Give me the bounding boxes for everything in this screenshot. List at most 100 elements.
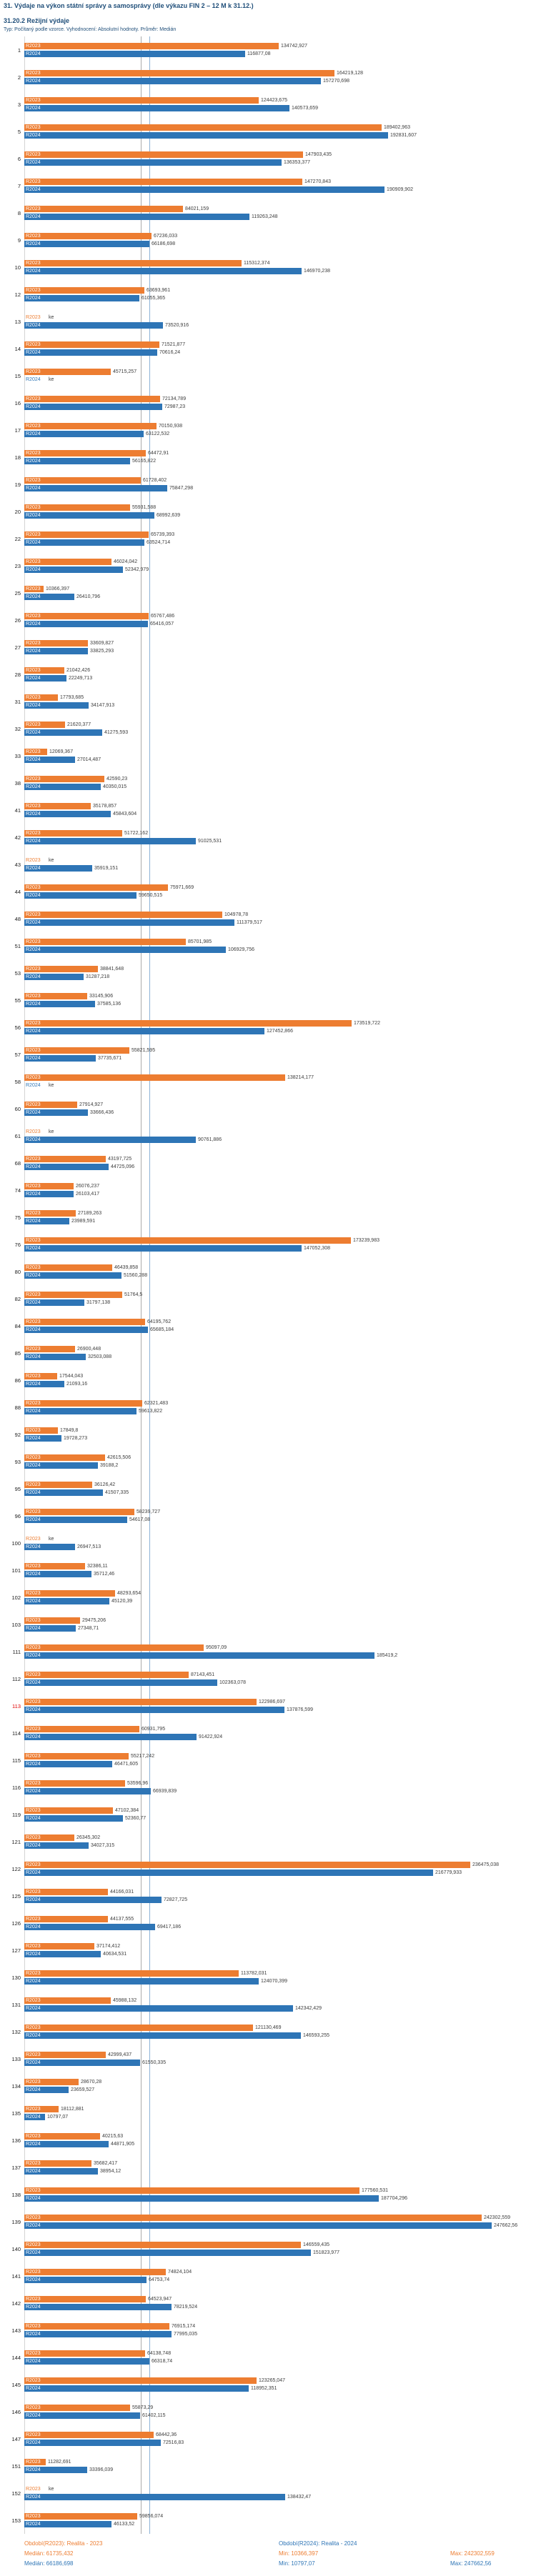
row-bars: R2023 55873,29 R2024 61402,115: [24, 2404, 536, 2420]
bar-value-label: 124070,399: [261, 1979, 287, 1984]
bar-value-label: 87143,451: [191, 1672, 215, 1677]
row-bars: R2023 17849,8 R2024 19728,273: [24, 1427, 536, 1442]
row-number: 92: [14, 1431, 21, 1438]
row-number: 31: [14, 698, 21, 705]
row-number: 33: [14, 752, 21, 759]
row-number: 13: [14, 318, 21, 325]
bar-line-r2023: R2023 32386,11: [24, 1562, 536, 1570]
bar-r2023: [24, 1644, 204, 1651]
bar-value-label: 60931,795: [142, 1727, 166, 1732]
bar-r2024: [24, 1869, 433, 1876]
bar-line-r2024: R2024 72987,23: [24, 403, 536, 411]
chart-row: 134 R2023 28670,28 R2024 23659,527: [0, 2072, 536, 2100]
series-label-r2024: R2024: [26, 1680, 41, 1685]
bar-r2023: [24, 1020, 352, 1027]
series-label-r2023: R2023: [26, 1727, 41, 1732]
series-label-r2024: R2024: [26, 676, 41, 681]
bar-r2024: [24, 1544, 75, 1550]
series-label-r2023: R2023: [26, 1645, 41, 1650]
bar-r2024: [24, 2195, 379, 2202]
row-number: 56: [14, 1024, 21, 1031]
bar-line-r2023: R2023 38841,648: [24, 965, 536, 973]
bar-value-label: 236475,038: [472, 1862, 499, 1867]
bar-value-label: 40215,63: [102, 2134, 124, 2139]
series-label-r2023: R2023: [26, 668, 41, 673]
bar-value-label: 29475,206: [82, 1618, 106, 1623]
bar-r2024: [24, 1164, 109, 1170]
series-label-r2024: R2024: [26, 1192, 41, 1197]
row-bars: R2023 67236,033 R2024 66186,698: [24, 232, 536, 248]
row-bars: R2023 173519,722 R2024 127452,866: [24, 1019, 536, 1035]
row-bars: R2023 38841,648 R2024 31287,218: [24, 965, 536, 981]
bar-line-r2023: R2023 43197,725: [24, 1155, 536, 1163]
bar-line-r2023: R2023 59856,074: [24, 2512, 536, 2520]
series-label-r2023: R2023: [26, 1998, 41, 2003]
chart-row: 60 R2023 27914,927 R2024 33666,436: [0, 1095, 536, 1122]
bar-value-label: 118952,351: [251, 2386, 277, 2391]
row-bars: R2023 ke R2024 138432,47: [24, 2485, 536, 2501]
series-label-r2023: R2023: [26, 559, 41, 564]
chart-row: 113 R2023 122986,697 R2024 137876,599: [0, 1692, 536, 1719]
bar-r2023: [24, 722, 65, 728]
series-label-r2024: R2024: [26, 1110, 41, 1115]
bar-line-r2024: R2024 ke: [24, 376, 536, 384]
chart-row: 135 R2023 18112,881 R2024 10797,07: [0, 2100, 536, 2127]
row-bars: R2023 26345,302 R2024 34027,315: [24, 1834, 536, 1849]
bar-line-r2023: R2023 35178,857: [24, 802, 536, 810]
series-label-r2023: R2023: [26, 1428, 41, 1433]
bar-value-label: 11282,691: [48, 2460, 71, 2465]
bar-line-r2024: R2024 37585,136: [24, 1000, 536, 1008]
bar-value-label: 40634,531: [103, 1952, 127, 1957]
bar-value-label: 59613,822: [139, 1409, 163, 1414]
chart-subtitle: 31.20.2 Režijní výdaje: [4, 17, 70, 24]
series-label-r2024: R2024: [26, 1083, 41, 1088]
series-label-r2024: R2024: [26, 2033, 41, 2038]
row-number: 102: [11, 1594, 21, 1601]
series-label-r2024: R2024: [26, 1436, 41, 1441]
series-label-r2023: R2023: [26, 1672, 41, 1677]
bar-line-r2023: R2023 113782,031: [24, 1970, 536, 1977]
chart-row: 19 R2023 61728,402 R2024 75847,298: [0, 471, 536, 498]
bar-value-label: 65767,486: [151, 614, 175, 619]
series-label-r2024: R2024: [26, 1816, 41, 1821]
bar-line-r2023: R2023 64195,762: [24, 1318, 536, 1326]
bar-line-r2024: R2024 187704,296: [24, 2195, 536, 2202]
chart-row: 7 R2023 147270,843 R2024 190909,902: [0, 172, 536, 199]
row-bars: R2023 ke R2024 35919,151: [24, 857, 536, 872]
series-label-r2024: R2024: [26, 1979, 41, 1984]
bar-value-label: 102363,078: [219, 1680, 246, 1685]
bar-r2024: [24, 349, 157, 356]
series-label-r2023: R2023: [26, 641, 41, 646]
chart-row: 6 R2023 147903,435 R2024 136353,377: [0, 145, 536, 172]
row-number: 146: [11, 2408, 21, 2415]
bar-r2024: [24, 648, 88, 654]
series-label-r2024: R2024: [26, 2359, 41, 2364]
chart-row: 86 R2023 17544,043 R2024 21093,16: [0, 1367, 536, 1394]
bar-line-r2024: R2024 91025,531: [24, 837, 536, 845]
series-label-r2024: R2024: [26, 1924, 41, 1929]
row-number: 114: [12, 1729, 21, 1737]
bar-line-r2024: R2024 10797,07: [24, 2113, 536, 2121]
row-number: 142: [11, 2300, 21, 2307]
bar-value-label: 72987,23: [164, 404, 186, 409]
chart-row: 12 R2023 63693,961 R2024 61055,365: [0, 281, 536, 308]
chart-row: 43 R2023 ke R2024 35919,151: [0, 851, 536, 878]
chart-row: 119 R2023 47102,384 R2024 52360,77: [0, 1801, 536, 1828]
series-label-r2023: R2023: [26, 1401, 41, 1406]
series-label-r2023: R2023: [26, 777, 41, 782]
row-number: 23: [14, 562, 21, 569]
row-number: 44: [14, 888, 21, 895]
series-label-r2024: R2024: [26, 1382, 41, 1387]
bar-r2024: [24, 2304, 172, 2310]
series-label-r2023: R2023: [26, 1021, 41, 1026]
series-label-r2024: R2024: [26, 1517, 41, 1522]
bar-r2023: [24, 2106, 59, 2112]
bar-line-r2024: R2024 44871,905: [24, 2140, 536, 2148]
bar-value-label: 21093,16: [66, 1382, 88, 1387]
bar-r2024: [24, 1028, 264, 1034]
bar-value-label: 140573,659: [292, 106, 318, 111]
row-number: 3: [17, 101, 21, 108]
row-bars: R2023 85701,985 R2024 106929,756: [24, 938, 536, 954]
bar-line-r2024: R2024 68992,639: [24, 511, 536, 519]
bar-r2023: [24, 504, 130, 511]
